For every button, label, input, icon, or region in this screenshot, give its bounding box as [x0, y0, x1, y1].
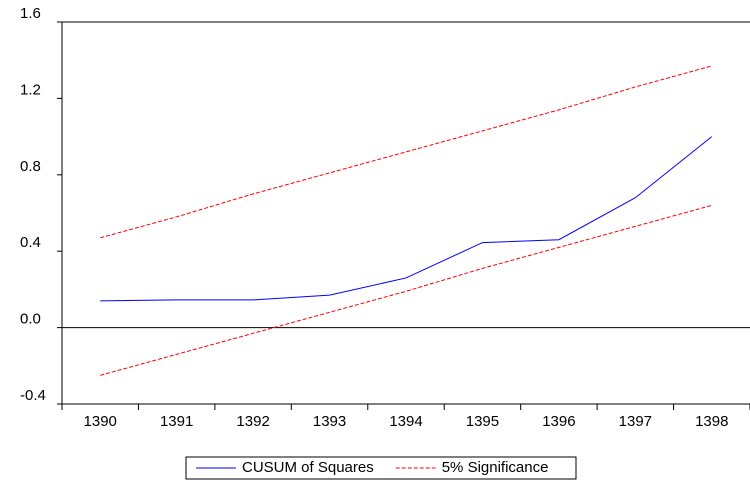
- legend-label: 5% Significance: [442, 459, 549, 476]
- legend-label: CUSUM of Squares: [242, 459, 374, 476]
- x-tick-label: 1393: [313, 413, 346, 430]
- y-tick-label: 0.8: [20, 158, 41, 175]
- y-tick-label: -0.4: [20, 387, 46, 404]
- x-tick-label: 1391: [160, 413, 193, 430]
- x-tick-label: 1396: [542, 413, 575, 430]
- y-tick-label: 0.0: [20, 311, 41, 328]
- x-tick-label: 1395: [466, 413, 499, 430]
- x-tick-label: 1398: [695, 413, 728, 430]
- chart: -0.4 0.0 0.4 0.8 1.2 1.6 1390 1391 1392 1393 1394 1…: [0, 0, 750, 486]
- x-tick-label: 1397: [619, 413, 652, 430]
- cusum-line: [100, 137, 712, 301]
- y-tick-label: 1.2: [20, 81, 41, 98]
- x-tick-label: 1394: [389, 413, 422, 430]
- x-tick-label: 1392: [236, 413, 269, 430]
- y-tick-label: 1.6: [20, 5, 41, 22]
- upper-bound-line: [100, 66, 712, 238]
- lower-bound-line: [100, 205, 712, 375]
- x-tick-label: 1390: [84, 413, 117, 430]
- y-tick-label: 0.4: [20, 234, 41, 251]
